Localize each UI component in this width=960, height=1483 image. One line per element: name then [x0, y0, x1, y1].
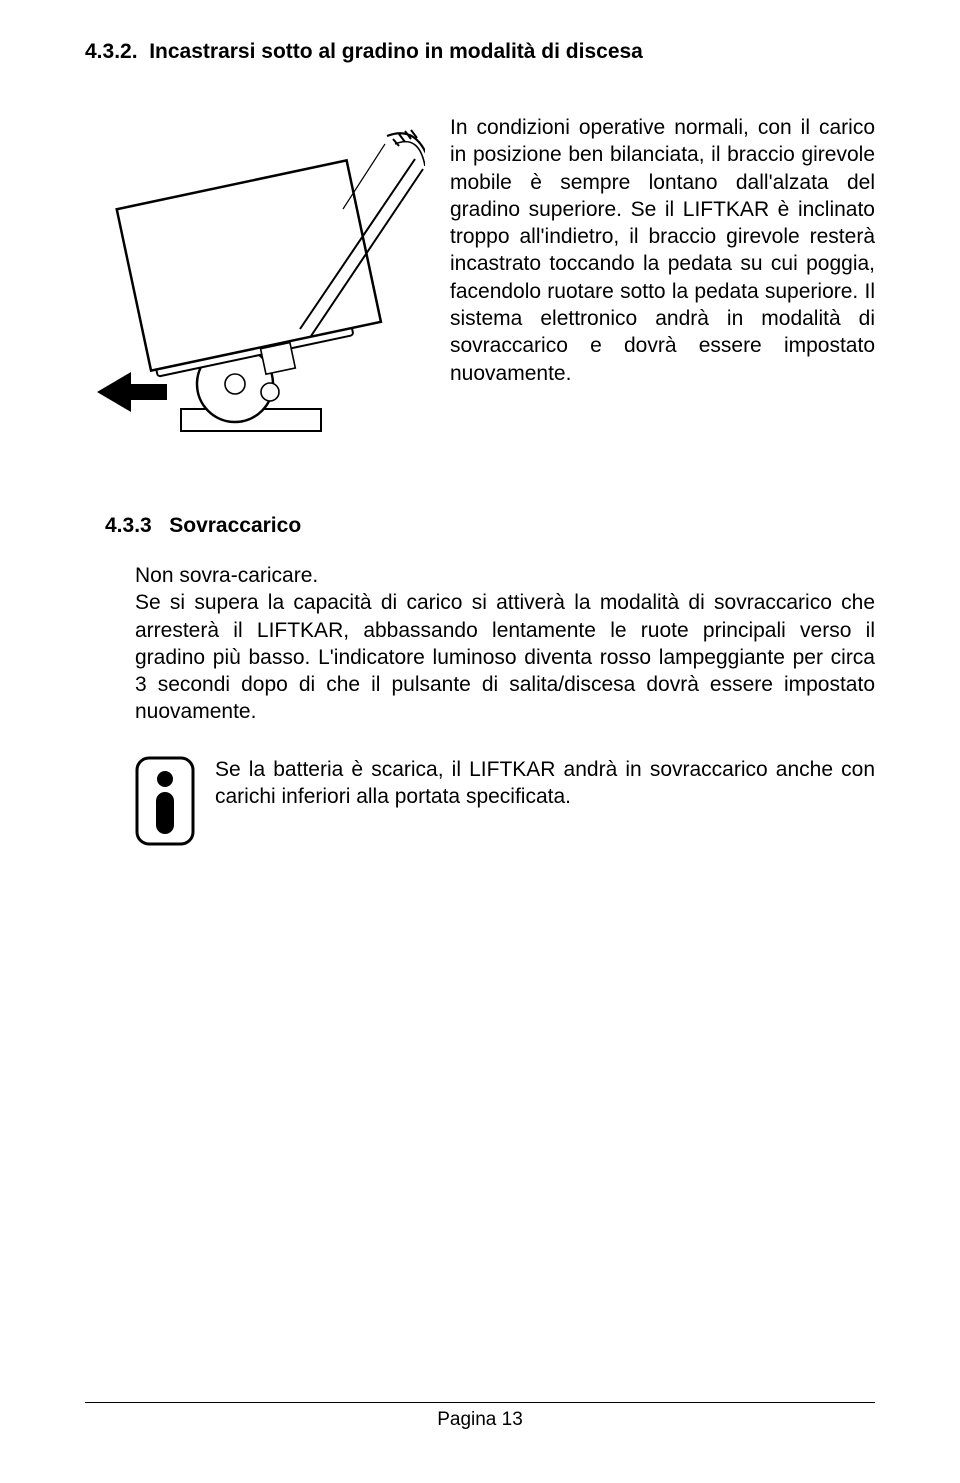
section-number: 4.3.2.	[85, 40, 138, 63]
section-title-text: Incastrarsi sotto al gradino in modalità…	[149, 40, 643, 63]
footer: Pagina 13	[85, 1402, 875, 1431]
info-icon	[135, 756, 195, 851]
info-text: Se la batteria è scarica, il LIFTKAR and…	[215, 756, 875, 811]
figure	[85, 114, 425, 454]
paragraph-2: Non sovra-caricare.Se si supera la capac…	[135, 562, 875, 726]
subsection-title-text: Sovraccarico	[169, 514, 301, 537]
paragraph-1: In condizioni operative normali, con il …	[450, 114, 875, 454]
diagram-svg	[85, 114, 425, 454]
subsection-title: 4.3.3 Sovraccarico	[105, 514, 875, 538]
figure-paragraph-row: In condizioni operative normali, con il …	[85, 114, 875, 454]
info-row: Se la batteria è scarica, il LIFTKAR and…	[135, 756, 875, 851]
page-number: Pagina 13	[437, 1409, 523, 1430]
section-title: 4.3.2. Incastrarsi sotto al gradino in m…	[85, 40, 875, 64]
page: 4.3.2. Incastrarsi sotto al gradino in m…	[0, 0, 960, 1483]
subsection-number: 4.3.3	[105, 514, 152, 537]
